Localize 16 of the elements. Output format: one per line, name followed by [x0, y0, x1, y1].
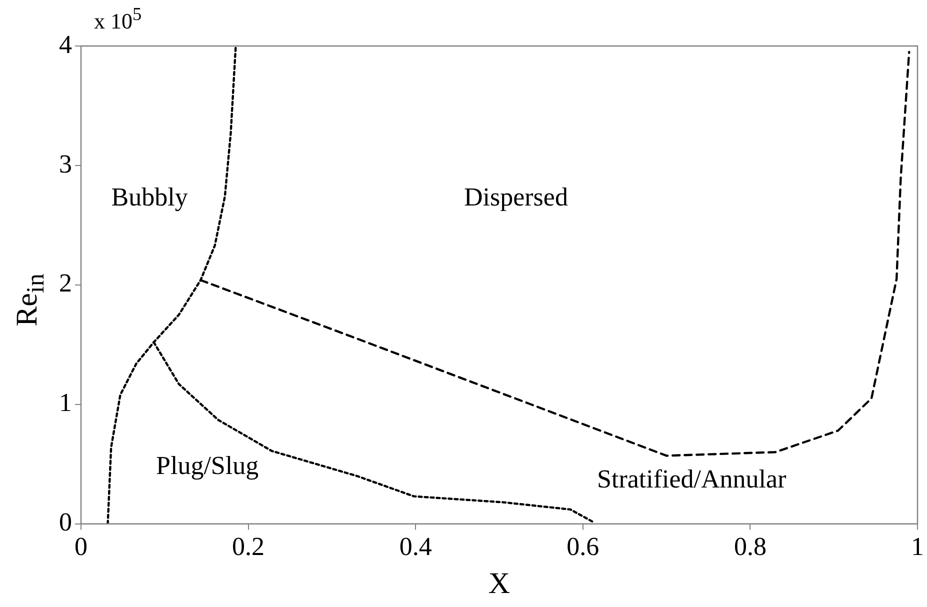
annotation: Stratified/Annular [597, 464, 787, 494]
y-tick-label: 3 [59, 149, 72, 178]
x-tick-label: 0.8 [734, 532, 766, 562]
y-tick-label: 1 [59, 388, 72, 418]
text: x 10$^{5}$ [94, 4, 142, 34]
annotation: Bubbly [111, 182, 188, 212]
y-tick-label: 2 [59, 268, 72, 298]
x-tick-label: 0.2 [232, 532, 265, 562]
annotation: Plug/Slug [156, 451, 259, 480]
annotation: Dispersed [464, 182, 568, 212]
x-tick-label: 0.4 [399, 532, 432, 562]
y-tick-label: 0 [59, 508, 72, 537]
x-tick-label: 1 [911, 532, 924, 562]
y-tick-label: 4 [59, 30, 72, 59]
x-axis-title: X [488, 566, 510, 600]
x-tick-label: 0.6 [566, 532, 600, 562]
